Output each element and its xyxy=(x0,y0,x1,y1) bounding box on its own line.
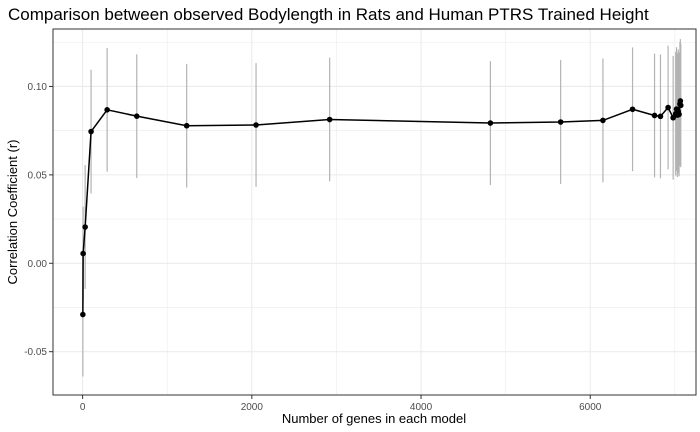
panel-background xyxy=(53,29,696,395)
data-point xyxy=(80,311,86,318)
data-point xyxy=(677,102,684,109)
data-point xyxy=(600,117,606,124)
data-point xyxy=(676,111,682,118)
data-point xyxy=(326,116,333,123)
grid-minor xyxy=(53,29,696,395)
data-point xyxy=(183,122,190,129)
data-point xyxy=(651,112,658,119)
data-point xyxy=(104,107,110,113)
x-axis: 0 2000 4000 6000 xyxy=(80,395,602,413)
chart-title: Comparison between observed Bodylength i… xyxy=(8,5,649,24)
data-point xyxy=(657,113,664,120)
data-point xyxy=(88,128,94,135)
data-point xyxy=(557,119,564,125)
y-tick-label: 0.00 xyxy=(28,259,48,270)
data-point xyxy=(82,224,88,230)
data-point xyxy=(487,120,494,126)
data-point xyxy=(670,114,676,121)
plot-panel xyxy=(52,28,697,396)
x-tick-label: 2000 xyxy=(241,402,264,413)
y-axis: -0.05 0.00 0.05 0.10 xyxy=(24,82,53,358)
data-point xyxy=(665,104,671,111)
data-points xyxy=(80,98,684,318)
data-point xyxy=(629,106,636,113)
data-point xyxy=(253,122,259,128)
data-point xyxy=(133,113,140,119)
grid-major xyxy=(53,29,696,395)
y-tick-label: 0.10 xyxy=(28,82,48,93)
y-tick-label: -0.05 xyxy=(24,347,47,358)
data-point xyxy=(80,250,86,257)
x-tick-label: 0 xyxy=(80,402,86,413)
data-point xyxy=(677,98,684,104)
x-tick-label: 6000 xyxy=(579,402,602,413)
y-tick-label: 0.05 xyxy=(28,170,48,181)
x-tick-label: 4000 xyxy=(410,402,433,413)
panel-border xyxy=(52,28,697,396)
x-axis-title: Number of genes in each model xyxy=(282,411,466,426)
y-axis-title: Correlation Coefficient (r) xyxy=(5,140,20,285)
